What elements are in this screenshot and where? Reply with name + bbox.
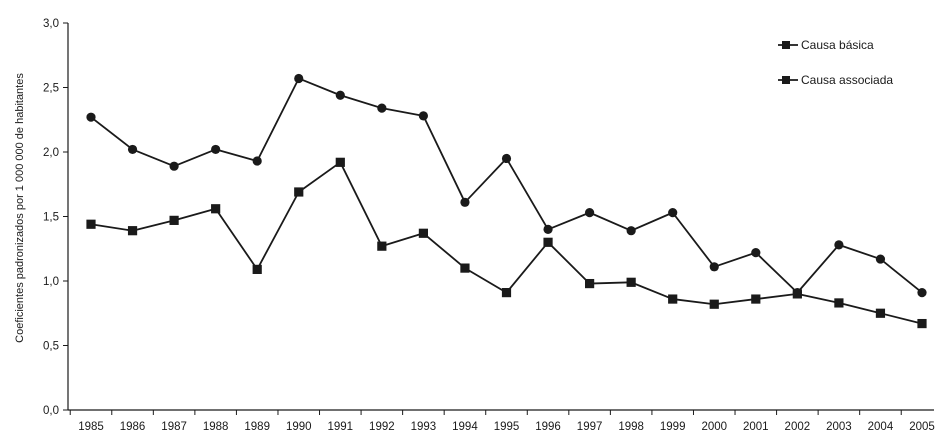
series-1-point <box>668 208 678 218</box>
y-tick-label: 1,0 <box>43 276 59 288</box>
series-1-point <box>834 240 844 250</box>
series-2-point <box>875 308 886 318</box>
series-2-point <box>792 289 802 299</box>
series-1-point <box>709 262 719 272</box>
legend-marker <box>782 76 790 84</box>
x-tick-label: 1990 <box>286 421 312 433</box>
series-2-point <box>127 226 138 236</box>
legend-item: Causa básica <box>778 38 874 52</box>
series-1-point <box>585 208 595 218</box>
legend: Causa básica Causa associada <box>778 38 893 87</box>
x-tick-label: 1991 <box>328 421 354 433</box>
series-2 <box>86 157 927 329</box>
series-2-point <box>169 215 179 225</box>
series-1-point <box>86 112 96 122</box>
series-1-line <box>90 77 923 294</box>
series-2-point <box>709 299 719 309</box>
series-1-point <box>169 161 179 171</box>
x-tick-label: 1988 <box>203 421 229 433</box>
series-1-point <box>335 90 345 100</box>
x-tick-label: 2004 <box>868 421 894 433</box>
x-tick-label: 1993 <box>411 421 437 433</box>
series-1-point <box>460 197 470 207</box>
series-2-line <box>90 161 923 325</box>
x-tick-label: 1999 <box>660 421 686 433</box>
series-1-point <box>127 144 138 155</box>
series-2-point <box>543 237 553 247</box>
x-tick-label: 2001 <box>743 421 769 433</box>
series-2-point <box>917 318 927 329</box>
series-1-point <box>501 153 512 164</box>
x-tick-label: 1998 <box>618 421 644 433</box>
y-tick-label: 3,0 <box>43 18 59 30</box>
series-1-point <box>294 73 304 84</box>
series-1-point <box>418 111 428 121</box>
series-2-point <box>460 263 470 273</box>
series-1-point <box>917 288 927 298</box>
series-layer <box>86 73 927 329</box>
y-tick-label: 2,0 <box>43 147 59 159</box>
legend-label: Causa básica <box>801 38 874 52</box>
series-2-point <box>377 241 387 251</box>
x-tick-label: 1986 <box>120 421 146 433</box>
y-tick-label: 0,5 <box>43 341 59 353</box>
series-2-point <box>211 204 221 214</box>
series-2-point <box>418 228 428 238</box>
y-tick-label: 2,5 <box>43 83 59 95</box>
series-2-point <box>252 264 262 274</box>
legend-item: Causa associada <box>778 73 893 87</box>
series-1-point <box>875 254 886 264</box>
x-tick-label: 1996 <box>535 421 561 433</box>
x-tick-label: 1995 <box>494 421 520 433</box>
series-1 <box>86 73 927 298</box>
series-1-point <box>626 226 636 236</box>
x-tick-label: 1987 <box>161 421 187 433</box>
x-tick-label: 2002 <box>785 421 811 433</box>
x-axis-ticks: 1985 1986 1987 1988 1989 1990 1991 1992 1993 1994… <box>69 410 935 433</box>
series-2-point <box>626 277 636 287</box>
legend-marker <box>782 41 790 49</box>
x-tick-label: 1985 <box>78 421 104 433</box>
legend-label: Causa associada <box>801 73 893 87</box>
series-2-point <box>335 157 345 167</box>
series-1-point <box>211 144 221 155</box>
series-1-point <box>751 248 761 258</box>
series-2-point <box>751 294 761 304</box>
series-1-point <box>377 103 387 113</box>
series-2-point <box>86 219 96 229</box>
series-2-point <box>834 298 844 308</box>
x-tick-label: 2005 <box>909 421 935 433</box>
series-2-point <box>668 294 678 304</box>
x-tick-label: 1989 <box>244 421 270 433</box>
series-2-point <box>294 187 304 197</box>
series-1-point <box>252 156 262 166</box>
y-tick-label: 1,5 <box>43 212 59 224</box>
x-tick-label: 1994 <box>452 421 478 433</box>
series-2-point <box>501 288 512 298</box>
x-tick-label: 1997 <box>577 421 603 433</box>
y-axis-title: Coeficientes padronizados por 1 000 000 … <box>14 73 26 343</box>
y-tick-label: 0,0 <box>43 405 59 417</box>
y-axis-ticks: 0,0 0,5 1,0 1,5 2,0 2,5 3,0 <box>43 18 68 417</box>
x-tick-label: 2003 <box>826 421 852 433</box>
x-tick-label: 1992 <box>369 421 395 433</box>
series-2-point <box>585 278 595 289</box>
series-1-point <box>543 224 553 234</box>
x-tick-label: 2000 <box>701 421 727 433</box>
